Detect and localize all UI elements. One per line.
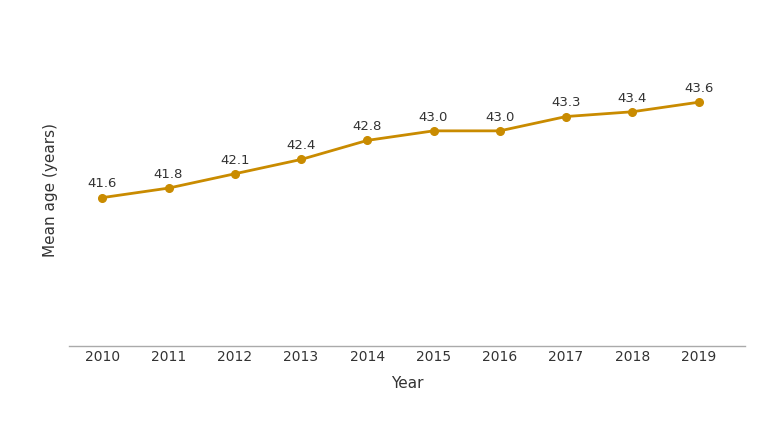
- Y-axis label: Mean age (years): Mean age (years): [43, 124, 58, 257]
- Text: 43.3: 43.3: [551, 97, 581, 109]
- Text: 43.6: 43.6: [684, 82, 713, 95]
- Text: 41.6: 41.6: [88, 178, 117, 190]
- Text: 42.1: 42.1: [220, 154, 250, 167]
- X-axis label: Year: Year: [391, 376, 423, 391]
- Text: 41.8: 41.8: [154, 168, 184, 181]
- Text: 43.0: 43.0: [419, 111, 449, 124]
- Text: 42.4: 42.4: [286, 140, 316, 152]
- Text: 42.8: 42.8: [353, 120, 382, 133]
- Text: 43.0: 43.0: [485, 111, 515, 124]
- Text: 43.4: 43.4: [617, 92, 647, 105]
